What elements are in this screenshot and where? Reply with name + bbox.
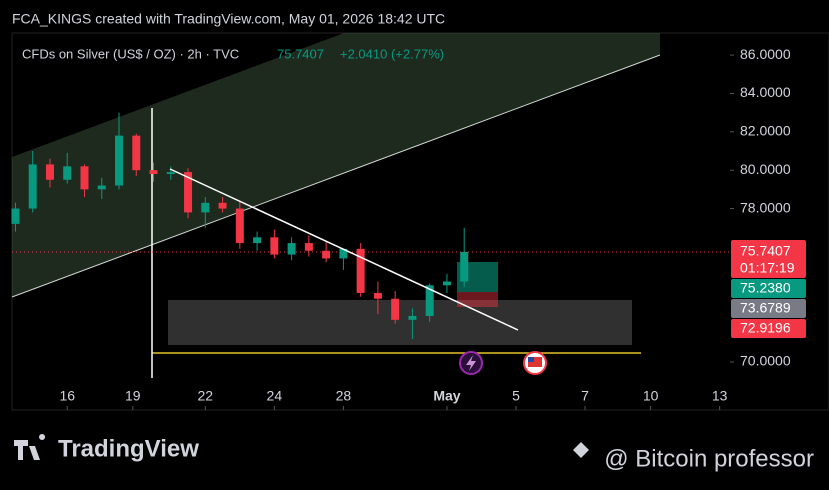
price-tag-text: 75.7407 <box>740 243 791 259</box>
price-tag <box>731 299 806 318</box>
price-tag <box>731 319 806 338</box>
candle-body <box>408 315 417 320</box>
x-tick-label: May <box>433 388 460 404</box>
candle-body <box>270 237 279 255</box>
x-tick-label: 22 <box>198 388 214 404</box>
channel-edge <box>11 54 661 298</box>
candle-body <box>166 172 175 175</box>
brand: TradingView <box>58 435 199 462</box>
candle-body <box>11 208 20 224</box>
x-tick-label: 19 <box>125 388 141 404</box>
candle-body <box>253 237 262 244</box>
y-tick-label: 84.0000 <box>740 84 791 100</box>
x-tick-label: 16 <box>59 388 75 404</box>
flag-canton <box>528 357 534 362</box>
candle-body <box>339 248 348 259</box>
flag <box>528 357 542 367</box>
y-tick-label: 78.0000 <box>740 199 791 215</box>
candle-body <box>235 208 244 244</box>
legend-change: +2.0410 (+2.77%) <box>340 46 444 61</box>
candle-body <box>304 243 313 251</box>
legend-title: CFDs on Silver (US$ / OZ) · 2h · TVC <box>22 46 239 61</box>
trendline <box>169 168 519 331</box>
candle-body <box>132 135 141 171</box>
header: FCA_KINGS created with TradingView.com, … <box>12 11 445 27</box>
candle-body <box>80 166 89 190</box>
channel <box>12 33 660 297</box>
candle-body <box>184 172 193 213</box>
price-tag-text: 75.2380 <box>740 280 791 296</box>
price-tag <box>731 240 806 278</box>
x-tick-label: 5 <box>512 388 520 404</box>
price-tag-text: 73.6789 <box>740 300 791 316</box>
x-tick-label: 13 <box>712 388 728 404</box>
candle-body <box>287 243 296 255</box>
price-tag-text: 72.9196 <box>740 320 791 336</box>
candle-body <box>356 248 365 293</box>
zone-box <box>168 300 632 345</box>
price-tag <box>731 279 806 298</box>
countdown: 01:17:19 <box>740 260 795 276</box>
candle-body <box>28 164 37 209</box>
candle-body <box>460 251 469 282</box>
y-tick-label: 70.0000 <box>740 353 791 369</box>
candle-body <box>218 202 227 209</box>
author: @ Bitcoin professor <box>604 445 814 472</box>
candle-body <box>373 292 382 299</box>
candle-body <box>97 185 106 190</box>
y-tick-label: 80.0000 <box>740 161 791 177</box>
candle-body <box>201 202 210 213</box>
candle-body <box>45 164 54 180</box>
x-tick-label: 10 <box>643 388 659 404</box>
chart-panel <box>11 32 829 411</box>
legend-price: 75.7407 <box>277 46 324 61</box>
y-tick-label: 82.0000 <box>740 123 791 139</box>
brand-logo <box>14 434 46 460</box>
author-icon <box>573 442 589 458</box>
candle-body <box>115 135 124 186</box>
x-tick-label: 28 <box>336 388 352 404</box>
candle-body <box>322 250 331 259</box>
candle-body <box>63 166 72 180</box>
position-loss <box>457 292 498 307</box>
x-tick-label: 7 <box>581 388 589 404</box>
x-tick-label: 24 <box>267 388 283 404</box>
y-tick-label: 86.0000 <box>740 46 791 62</box>
candle-body <box>442 281 451 286</box>
candle-body <box>149 170 158 175</box>
candle-body <box>391 298 400 320</box>
candle-body <box>425 285 434 316</box>
lightning <box>466 355 476 371</box>
